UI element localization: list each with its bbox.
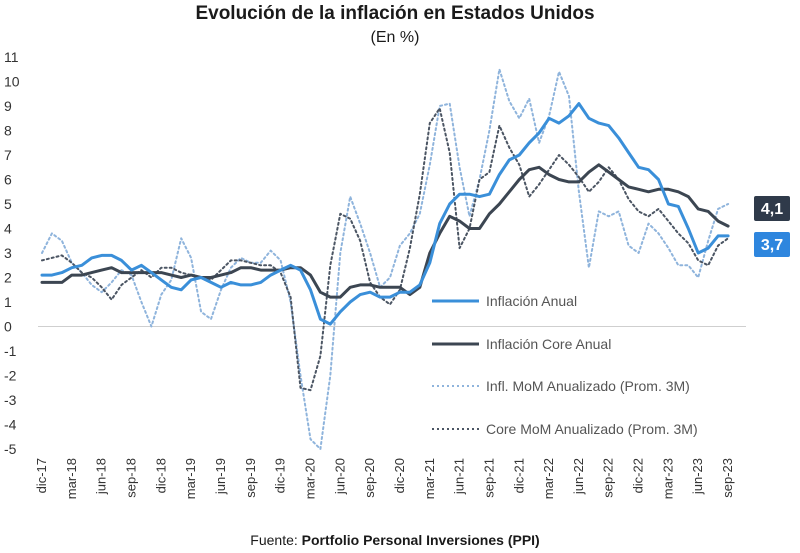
end-value-badge [754,196,790,221]
x-tick-label: dic-19 [273,458,288,493]
legend-label: Inflación Core Anual [486,336,611,352]
y-tick-label: 7 [4,147,12,163]
legend-label: Inflación Anual [486,293,577,309]
y-tick-label: -3 [4,392,17,408]
source-note: Fuente: Portfolio Personal Inversiones (… [250,532,539,548]
x-tick-label: dic-18 [153,458,168,493]
x-tick-label: mar-22 [541,458,556,499]
y-tick-label: 6 [4,172,12,188]
series-line-2 [40,163,730,299]
y-tick-label: 3 [4,245,12,261]
x-axis: dic-17 mar-18 jun-18 sep-18 dic-18 mar-19 jun-… [34,458,735,499]
end-value-label: 3,7 [761,237,783,254]
y-tick-label: -5 [4,441,17,457]
x-tick-label: sep-23 [720,458,735,498]
x-tick-label: mar-20 [302,458,317,499]
plot-area [40,68,730,450]
x-tick-label: jun-22 [571,458,586,495]
y-tick-label: -1 [4,343,17,359]
legend: Inflación Anual Inflación Core Anual Infl.… [432,293,698,437]
x-tick-label: sep-21 [481,458,496,498]
y-tick-label: 10 [4,74,20,90]
y-tick-label: 9 [4,98,12,114]
chart-title: Evolución de la inflación en Estados Uni… [195,3,594,24]
end-value-badge [754,232,790,257]
source-name: Portfolio Personal Inversiones (PPI) [302,532,540,548]
x-tick-label: mar-21 [422,458,437,499]
y-tick-label: 5 [4,196,12,212]
x-tick-label: dic-22 [631,458,646,493]
series-line-3 [41,68,730,450]
y-tick-label: 0 [4,319,12,335]
x-tick-label: mar-23 [660,458,675,499]
y-tick-label: -4 [4,417,17,433]
x-tick-label: jun-20 [332,458,347,495]
x-tick-label: jun-19 [213,458,228,495]
y-tick-label: 1 [4,294,12,310]
series-line-1 [40,102,730,326]
x-tick-label: mar-19 [183,458,198,499]
series-line-4 [41,107,730,392]
x-tick-label: mar-18 [64,458,79,499]
x-tick-label: dic-17 [34,458,49,493]
legend-label: Infl. MoM Anualizado (Prom. 3M) [486,378,690,394]
y-tick-label: 4 [4,221,12,237]
x-tick-label: sep-18 [123,458,138,498]
x-tick-label: sep-22 [601,458,616,498]
x-tick-label: dic-20 [392,458,407,493]
x-tick-label: jun-21 [452,458,467,495]
y-tick-label: 8 [4,123,12,139]
x-tick-label: jun-23 [690,458,705,495]
x-tick-label: jun-18 [94,458,109,495]
y-tick-label: -2 [4,368,17,384]
source-label: Fuente: [250,532,297,548]
legend-label: Core MoM Anualizado (Prom. 3M) [486,421,698,437]
x-tick-label: sep-20 [362,458,377,498]
x-tick-label: dic-21 [511,458,526,493]
y-tick-label: 11 [4,49,19,65]
chart-subtitle: (En %) [371,29,420,46]
y-tick-label: 2 [4,270,12,286]
x-tick-label: sep-19 [243,458,258,498]
end-value-label: 4,1 [761,201,783,218]
end-labels: 4,1 3,7 [754,196,790,257]
